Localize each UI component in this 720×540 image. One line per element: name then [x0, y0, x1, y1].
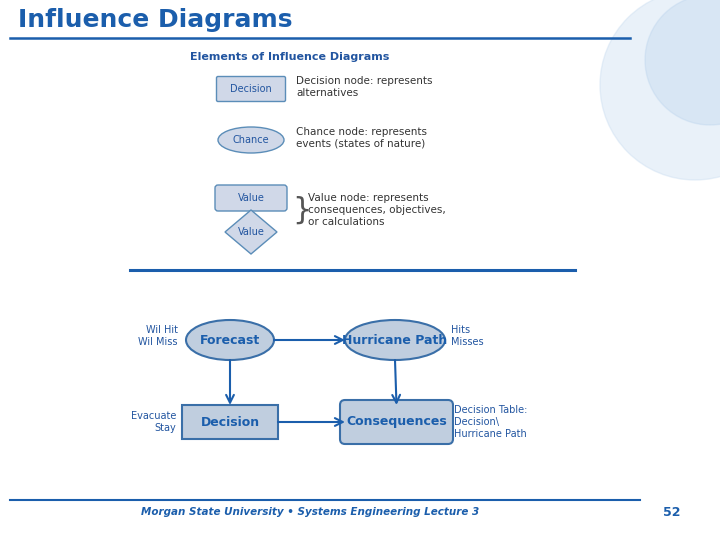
Text: Consequences: Consequences: [346, 415, 447, 429]
Text: Chance: Chance: [233, 135, 269, 145]
Ellipse shape: [218, 127, 284, 153]
Text: Decision: Decision: [230, 84, 272, 94]
FancyBboxPatch shape: [340, 400, 453, 444]
Text: }: }: [292, 195, 311, 225]
Text: Decision node: represents
alternatives: Decision node: represents alternatives: [296, 76, 433, 98]
Text: Hurricane Path: Hurricane Path: [343, 334, 448, 347]
Text: Hits
Misses: Hits Misses: [451, 325, 484, 347]
Text: Influence Diagrams: Influence Diagrams: [18, 8, 292, 32]
Polygon shape: [225, 210, 277, 254]
Text: Elements of Influence Diagrams: Elements of Influence Diagrams: [190, 52, 390, 62]
Circle shape: [600, 0, 720, 180]
Text: Value: Value: [238, 193, 264, 203]
Circle shape: [645, 0, 720, 125]
Text: Wil Hit
Wil Miss: Wil Hit Wil Miss: [138, 325, 178, 347]
Text: Value node: represents
consequences, objectives,
or calculations: Value node: represents consequences, obj…: [308, 193, 446, 227]
Text: Value: Value: [238, 227, 264, 237]
FancyBboxPatch shape: [182, 405, 278, 439]
Text: Evacuate
Stay: Evacuate Stay: [130, 411, 176, 433]
Text: Chance node: represents
events (states of nature): Chance node: represents events (states o…: [296, 127, 427, 149]
Text: Decision Table:
Decision\
Hurricane Path: Decision Table: Decision\ Hurricane Path: [454, 406, 527, 438]
FancyBboxPatch shape: [215, 185, 287, 211]
Text: Morgan State University • Systems Engineering Lecture 3: Morgan State University • Systems Engine…: [141, 507, 479, 517]
Text: Decision: Decision: [200, 415, 260, 429]
Ellipse shape: [345, 320, 445, 360]
Ellipse shape: [186, 320, 274, 360]
Text: Forecast: Forecast: [200, 334, 260, 347]
FancyBboxPatch shape: [217, 77, 286, 102]
Text: 52: 52: [663, 505, 680, 518]
